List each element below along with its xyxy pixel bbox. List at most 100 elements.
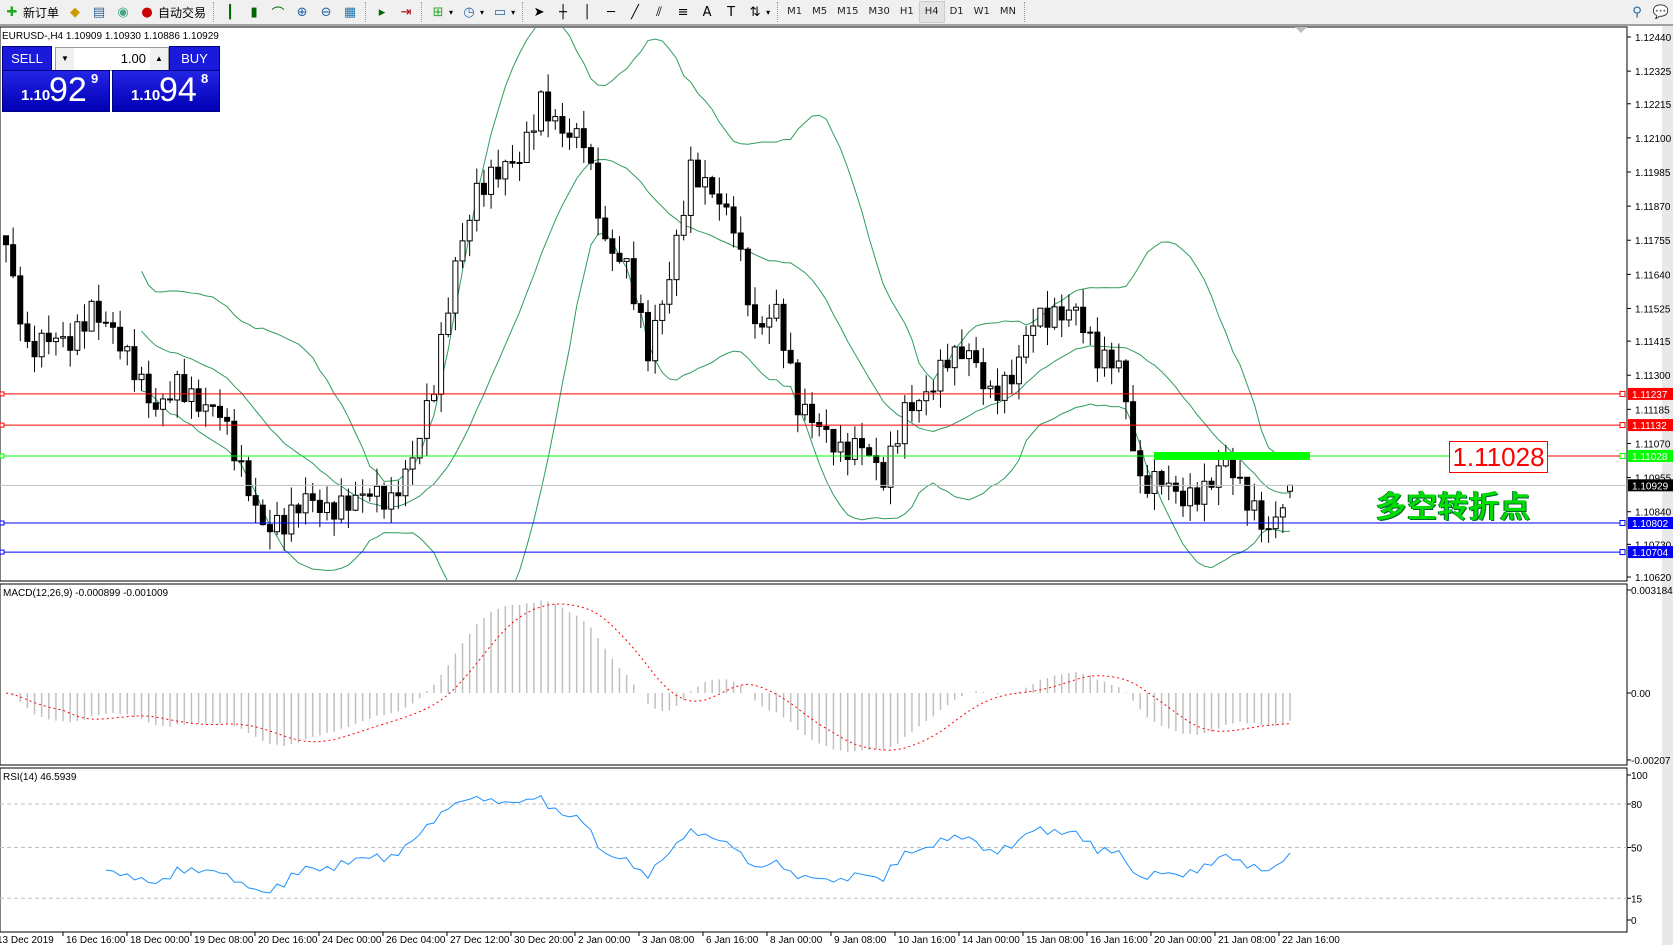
bear-candle xyxy=(980,362,987,390)
increase-lots-icon[interactable]: ▲ xyxy=(155,54,163,63)
text-button[interactable]: A xyxy=(695,1,719,23)
rsi-label: RSI(14) 46.5939 xyxy=(3,772,77,783)
signals-button[interactable]: ◉ xyxy=(111,1,135,23)
bar-chart-button[interactable]: ┃ xyxy=(218,1,242,23)
price-level-label: 1.11237 xyxy=(1632,390,1668,401)
timeframe-w1[interactable]: W1 xyxy=(973,6,990,17)
timeframe-m1[interactable]: M1 xyxy=(787,6,803,17)
bear-candle xyxy=(167,398,174,401)
bull-candle xyxy=(1115,360,1122,369)
rsi-tick-label: 0 xyxy=(1631,916,1637,927)
chat-button[interactable]: 💬 xyxy=(1649,1,1673,23)
time-tick-label: 13 Dec 2019 xyxy=(0,935,54,945)
trendline-button[interactable]: ╱ xyxy=(623,1,647,23)
fibonacci-button[interactable]: ≡ xyxy=(671,1,695,23)
search-button[interactable]: ⚲ xyxy=(1625,1,1649,23)
bear-candle xyxy=(908,402,915,412)
bear-candle xyxy=(559,116,566,134)
candlestick-icon: ▮ xyxy=(250,4,258,20)
bear-candle xyxy=(752,304,758,325)
price-level-label: 1.10704 xyxy=(1632,548,1669,559)
timeframe-h1[interactable]: H1 xyxy=(899,6,914,17)
time-tick-label: 2 Jan 00:00 xyxy=(578,935,631,945)
bull-candle xyxy=(1065,309,1072,321)
sell-button[interactable]: SELL xyxy=(2,46,52,72)
horizontal-line-button[interactable]: ─ xyxy=(599,1,623,23)
fibonacci-icon: ≡ xyxy=(677,4,689,20)
bear-candle xyxy=(1194,487,1201,505)
timeframe-m30[interactable]: M30 xyxy=(868,6,890,17)
bull-candle xyxy=(1151,471,1158,494)
bull-candle xyxy=(837,441,844,453)
crosshair-button[interactable]: ┼ xyxy=(551,1,575,23)
line-chart-button[interactable]: ⌒ xyxy=(266,1,290,23)
bull-candle xyxy=(951,346,958,369)
timeframe-h4[interactable]: H4 xyxy=(918,1,945,23)
time-tick-label: 20 Jan 00:00 xyxy=(1154,935,1212,945)
zoom-in-button[interactable]: ⊕ xyxy=(290,1,314,23)
rsi-tick-label: 100 xyxy=(1631,771,1648,782)
auto-scroll-button[interactable]: ▸ xyxy=(370,1,394,23)
bid-price-button[interactable]: 1.10 92 9 xyxy=(2,70,110,112)
arrows-button[interactable]: ⇅ ▾ xyxy=(743,1,774,23)
bar-chart-icon: ┃ xyxy=(226,4,234,20)
ask-price-button[interactable]: 1.10 94 8 xyxy=(112,70,220,112)
timeframe-m5[interactable]: M5 xyxy=(812,6,828,17)
cursor-button[interactable]: ➤ xyxy=(527,1,551,23)
bear-candle xyxy=(844,441,851,460)
bear-candle xyxy=(780,303,787,351)
new-order-button[interactable]: ✚ 新订单 xyxy=(0,1,63,23)
lots-input[interactable]: 1.00 xyxy=(74,48,150,70)
bear-candle xyxy=(252,495,259,506)
periods-button[interactable]: ◷ ▾ xyxy=(457,1,488,23)
bear-candle xyxy=(81,321,88,332)
bear-candle xyxy=(566,132,573,138)
bear-candle xyxy=(1172,482,1179,492)
symbol-info: EURUSD-,H4 1.10909 1.10930 1.10886 1.109… xyxy=(2,31,219,42)
turning-point-annotation[interactable]: 多空转折点 xyxy=(1376,490,1531,525)
rsi-tick-label: 50 xyxy=(1631,844,1643,855)
vertical-line-button[interactable]: │ xyxy=(575,1,599,23)
buy-button[interactable]: BUY xyxy=(169,46,220,72)
bull-candle xyxy=(1015,356,1022,385)
equidistant-channel-button[interactable]: ⫽ xyxy=(647,1,671,23)
bull-candle xyxy=(1215,465,1222,488)
timeframe-m15[interactable]: M15 xyxy=(837,6,859,17)
timeframe-d1[interactable]: D1 xyxy=(949,6,964,17)
candlestick-button[interactable]: ▮ xyxy=(242,1,266,23)
price-annotation-label[interactable]: 1.11028 xyxy=(1449,441,1548,473)
level-handle xyxy=(0,391,5,397)
bull-candle xyxy=(887,445,894,488)
auto-trading-button[interactable]: ● 自动交易 xyxy=(135,1,210,23)
time-tick-label: 16 Dec 16:00 xyxy=(66,935,126,945)
bull-candle xyxy=(402,468,409,497)
level-handle xyxy=(1619,452,1626,459)
macd-pane xyxy=(0,583,1628,766)
text-label-icon: T xyxy=(727,4,736,20)
zoom-out-button[interactable]: ⊖ xyxy=(314,1,338,23)
price-tick-label: 1.12215 xyxy=(1635,100,1672,111)
indicators-button[interactable]: ⊞ ▾ xyxy=(426,1,457,23)
lots-stepper[interactable]: ▼ 1.00 ▲ xyxy=(55,47,169,71)
bull-candle xyxy=(438,333,445,395)
tile-windows-button[interactable]: ▦ xyxy=(338,1,362,23)
market-watch-button[interactable]: ◆ xyxy=(63,1,87,23)
bull-candle xyxy=(659,303,666,321)
chart-shift-button[interactable]: ⇥ xyxy=(394,1,418,23)
timeframe-mn[interactable]: MN xyxy=(999,6,1017,17)
bear-candle xyxy=(716,193,723,205)
bull-candle xyxy=(573,128,580,138)
bull-candle xyxy=(623,258,630,262)
time-tick-label: 10 Jan 16:00 xyxy=(898,935,956,945)
price-tick-label: 1.11525 xyxy=(1635,304,1671,315)
bull-candle xyxy=(124,346,131,352)
bear-candle xyxy=(994,385,1001,401)
decrease-lots-icon[interactable]: ▼ xyxy=(61,54,69,63)
time-tick-label: 30 Dec 20:00 xyxy=(514,935,574,945)
text-label-button[interactable]: T xyxy=(719,1,743,23)
templates-button[interactable]: ▭ ▾ xyxy=(493,4,516,20)
bear-candle xyxy=(609,238,616,254)
history-center-button[interactable]: ▤ xyxy=(87,1,111,23)
bull-candle xyxy=(488,166,495,195)
